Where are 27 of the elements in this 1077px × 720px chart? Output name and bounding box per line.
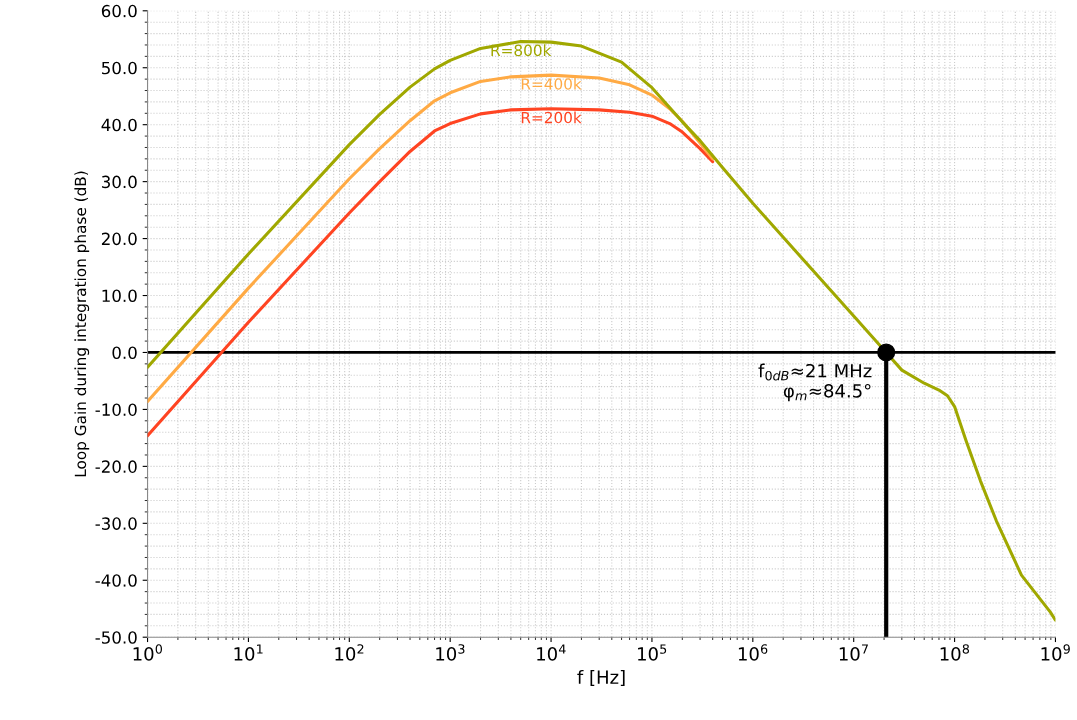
x-tick-label: 10$^{1}$ bbox=[234, 644, 263, 661]
y-tick-label: 20.0 bbox=[101, 232, 137, 246]
y-tick-label: 10.0 bbox=[102, 289, 137, 303]
x-tick-label: 10$^{6}$ bbox=[738, 644, 768, 661]
y-tick-label: 40.0 bbox=[101, 118, 137, 132]
x-tick-label: 10$^{0}$ bbox=[133, 644, 163, 661]
y-tick-label: 0.0 bbox=[112, 346, 137, 360]
series-label: R=400k bbox=[521, 77, 582, 90]
x-tick-label: 10$^{9}$ bbox=[1041, 644, 1070, 661]
y-tick-label: 60.0 bbox=[101, 4, 137, 18]
x-tick-label: 10$^{4}$ bbox=[537, 644, 566, 661]
y-tick-label: -20.0 bbox=[95, 460, 137, 473]
y-tick-label: -30.0 bbox=[95, 517, 137, 530]
ref-line-label: f$_{0dB}$≈21 MHz φ$_{m}$≈84.5° bbox=[758, 363, 872, 402]
x-tick-label: 10$^{3}$ bbox=[436, 644, 465, 661]
y-axis-title: Loop Gain during integration phase (dB) bbox=[74, 171, 90, 477]
y-tick-label: -50.0 bbox=[95, 631, 137, 644]
y-tick-label: -10.0 bbox=[95, 403, 137, 416]
y-tick-label: 50.0 bbox=[102, 61, 137, 75]
x-tick-label: 10$^{2}$ bbox=[335, 644, 364, 661]
x-tick-label: 10$^{7}$ bbox=[839, 644, 868, 661]
x-tick-label: 10$^{5}$ bbox=[638, 644, 667, 661]
x-tick-label: 10$^{8}$ bbox=[940, 644, 970, 661]
x-axis-title: f [Hz] bbox=[577, 669, 625, 687]
series-label: R=200k bbox=[521, 111, 582, 124]
y-tick-label: -40.0 bbox=[95, 574, 137, 587]
y-tick-label: 30.0 bbox=[101, 175, 137, 189]
